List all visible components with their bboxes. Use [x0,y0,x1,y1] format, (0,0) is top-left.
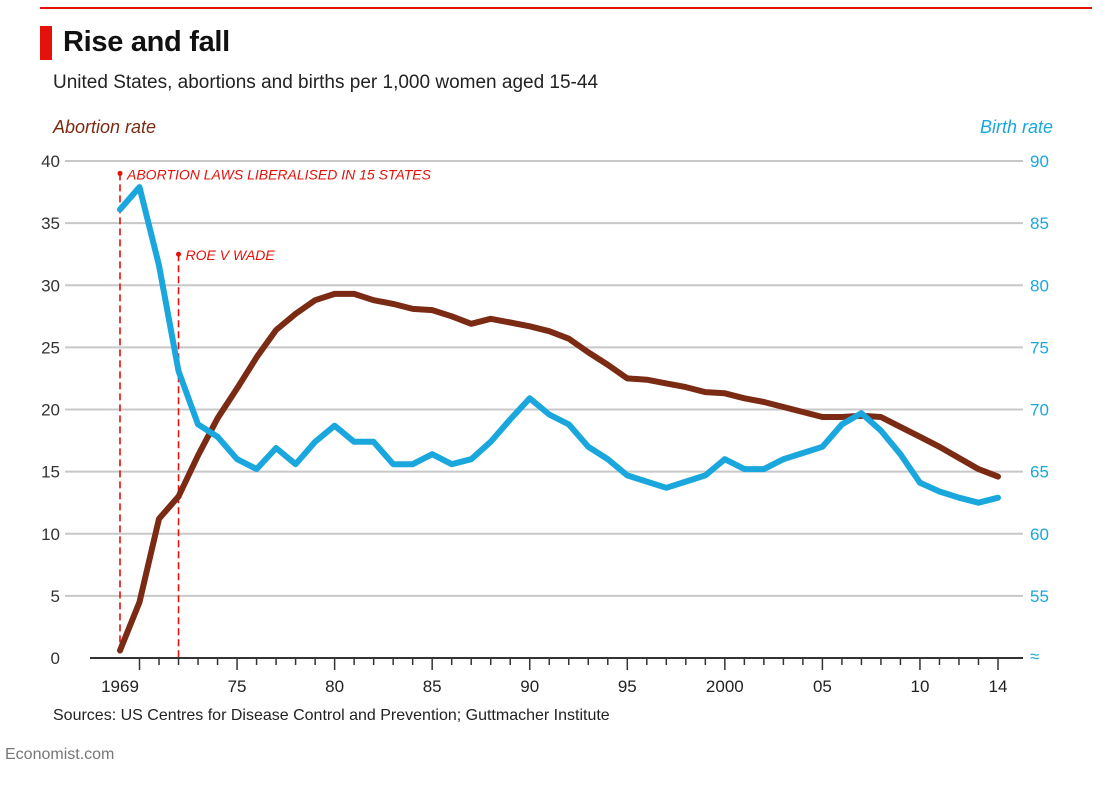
x-tick-label: 75 [228,677,247,696]
right-tick-label: 75 [1030,338,1049,357]
birth-rate-line [117,184,1001,506]
right-tick-label: 65 [1030,463,1049,482]
left-tick-label: 35 [41,214,60,233]
left-tick-label: 30 [41,276,60,295]
brand-credit: Economist.com [5,746,115,763]
left-axis-ticks: 0 5 10 15 20 25 30 35 40 [41,152,60,668]
annotation-label: ROE V WADE [186,247,276,263]
annotations: ABORTION LAWS LIBERALISED IN 15 STATES RO… [117,166,432,658]
series-lines [117,184,1001,654]
right-axis-title: Birth rate [980,117,1053,137]
x-tick-label: 85 [423,677,442,696]
x-tick-label: 05 [813,677,832,696]
chart-title: Rise and fall [63,26,230,58]
left-tick-label: 10 [41,525,60,544]
annotation-label: ABORTION LAWS LIBERALISED IN 15 STATES [126,166,432,182]
x-tick-label: 95 [618,677,637,696]
x-axis: 1969 75 80 85 90 95 2000 05 10 14 [90,657,1023,696]
left-tick-label: 0 [51,649,60,668]
x-tick-label: 80 [325,677,344,696]
right-tick-label: 55 [1030,587,1049,606]
chart-subtitle: United States, abortions and births per … [53,72,599,93]
gridlines [65,160,1023,597]
x-tick-label: 1969 [101,677,139,696]
x-tick-label: 2000 [706,677,744,696]
right-tick-label: 80 [1030,276,1049,295]
source-note: Sources: US Centres for Disease Control … [53,707,610,724]
right-tick-label: 85 [1030,214,1049,233]
brand-accent-tag [40,26,52,60]
left-tick-label: 5 [51,587,60,606]
right-tick-label: 70 [1030,401,1049,420]
top-rule [40,7,1092,9]
left-axis-title: Abortion rate [52,117,156,137]
annotation-dot [117,170,123,176]
right-tick-label: 90 [1030,152,1049,171]
x-tick-label: 90 [520,677,539,696]
left-tick-label: 40 [41,152,60,171]
annotation-dot [176,251,182,257]
x-tick-label: 10 [910,677,929,696]
x-tick-label: 14 [989,677,1008,696]
right-tick-label: 60 [1030,525,1049,544]
right-axis-ticks: 55 60 65 70 75 80 85 90 ≈ [1030,152,1049,666]
left-tick-label: 25 [41,338,60,357]
axis-break-icon: ≈ [1030,647,1039,666]
line-chart: Abortion rate Birth rate 051015202530354… [41,117,1053,696]
left-tick-label: 20 [41,401,60,420]
left-tick-label: 15 [41,463,60,482]
